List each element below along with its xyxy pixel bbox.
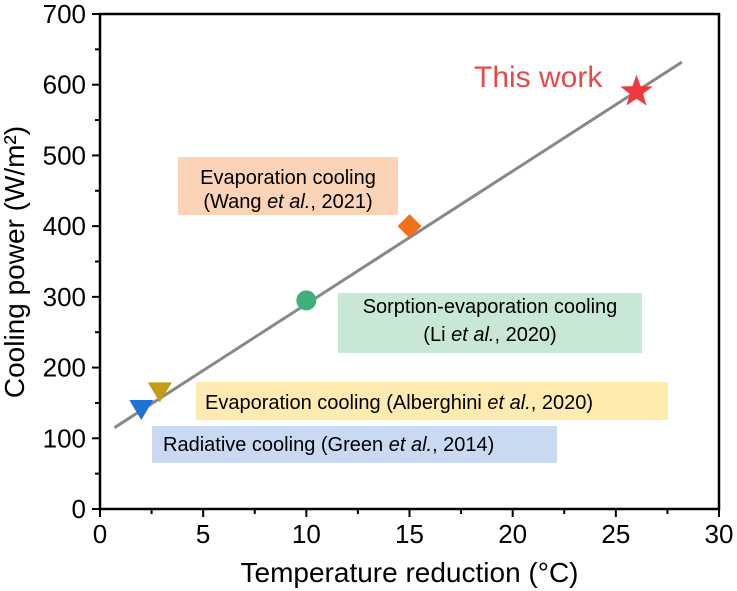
x-tick-label: 5 — [196, 519, 210, 549]
data-markers — [129, 74, 653, 420]
annotation-box-li — [338, 293, 642, 353]
axis-ticks — [92, 13, 720, 517]
x-axis-title: Temperature reduction (°C) — [241, 557, 579, 588]
annotation-alberghini-label: Evaporation cooling (Alberghini et al., … — [205, 392, 593, 414]
annotation-wang-citation: (Wang et al., 2021) — [203, 191, 372, 213]
y-tick-label: 500 — [43, 140, 86, 170]
citation-etal: et al. — [487, 392, 530, 414]
y-tick-label: 100 — [43, 423, 86, 453]
trend-line — [113, 60, 683, 429]
y-tick-label: 0 — [72, 494, 86, 524]
y-tick-label: 400 — [43, 211, 86, 241]
x-tick-label: 15 — [395, 519, 424, 549]
marker-this-work-star — [620, 74, 653, 106]
marker-green-triangle — [129, 400, 154, 420]
annotation-box-wang — [178, 157, 398, 215]
citation-year: , 2014) — [432, 434, 494, 456]
annotation-box-green — [152, 426, 557, 463]
marker-li-circle — [296, 290, 317, 311]
annotation-wang-title: Evaporation cooling — [200, 167, 376, 189]
y-tick-label: 300 — [43, 282, 86, 312]
x-tick-label: 30 — [705, 519, 734, 549]
y-tick-label: 200 — [43, 353, 86, 383]
citation-year: , 2020) — [531, 392, 593, 414]
x-tick-label: 0 — [93, 519, 107, 549]
x-tick-label: 10 — [292, 519, 321, 549]
annotation-green-label: Radiative cooling (Green et al., 2014) — [163, 434, 494, 456]
x-tick-label: 25 — [601, 519, 630, 549]
this-work-label: This work — [474, 61, 603, 94]
citation-etal: et al. — [389, 434, 432, 456]
y-tick-label: 700 — [43, 0, 86, 29]
annotation-box-alberghini — [196, 382, 668, 420]
citation-author: Wang — [210, 191, 262, 213]
annotation-green-title: Radiative cooling — [163, 434, 315, 456]
y-tick-label: 600 — [43, 70, 86, 100]
citation-etal: et al. — [451, 324, 494, 346]
annotation-boxes — [152, 157, 668, 463]
annotation-li-title: Sorption-evaporation cooling — [363, 296, 618, 318]
x-tick-label: 20 — [498, 519, 527, 549]
marker-wang-diamond — [397, 214, 422, 239]
citation-author: Alberghini — [393, 392, 482, 414]
annotation-li-citation: (Li et al., 2020) — [423, 324, 556, 346]
marker-alberghini-triangle — [147, 382, 172, 403]
citation-year: , 2020) — [494, 324, 556, 346]
annotation-alberghini-title: Evaporation cooling — [205, 392, 381, 414]
citation-author: Li — [430, 324, 446, 346]
y-axis-title: Cooling power (W/m²) — [0, 126, 30, 398]
citation-year: , 2021) — [310, 191, 372, 213]
citation-etal: et al. — [267, 191, 310, 213]
citation-author: Green — [328, 434, 384, 456]
